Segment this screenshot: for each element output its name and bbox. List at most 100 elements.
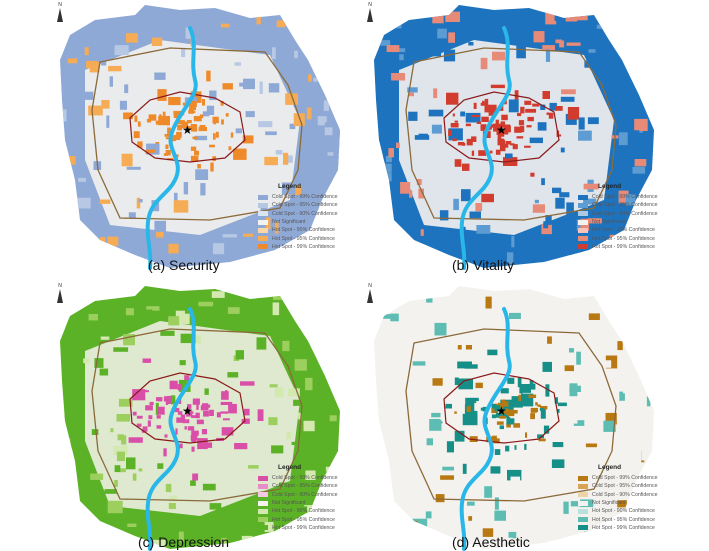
patch <box>644 135 651 147</box>
patch <box>560 96 575 102</box>
patch <box>542 45 555 50</box>
river <box>459 26 512 270</box>
patch <box>86 60 98 69</box>
patch <box>605 355 618 369</box>
legend-title: Legend <box>278 464 302 471</box>
patch <box>386 45 400 52</box>
cluster-patch <box>471 115 480 118</box>
cluster-patch <box>520 106 525 114</box>
patch <box>440 475 454 480</box>
cluster-patch <box>162 111 166 117</box>
cluster-patch <box>478 150 487 156</box>
patch <box>61 512 70 518</box>
legend-label: Cold Spot - 99% Confidence <box>272 475 338 482</box>
patch <box>505 153 513 159</box>
legend-item: Hot Spot - 95% Confidence <box>258 515 354 523</box>
legend-label: Cold Spot - 90% Confidence <box>592 491 658 498</box>
cluster-patch <box>512 144 518 150</box>
patch <box>336 387 340 398</box>
patch <box>206 70 211 82</box>
patch <box>116 451 125 462</box>
patch <box>288 388 300 397</box>
patch <box>573 420 585 426</box>
patch <box>91 429 99 435</box>
legend-swatch <box>578 492 588 498</box>
patch <box>222 234 237 238</box>
cluster-patch <box>145 149 151 154</box>
patch <box>468 516 473 521</box>
river <box>145 307 198 551</box>
patch <box>185 27 192 39</box>
legend-item: Cold Spot - 90% Confidence <box>258 491 354 499</box>
legend-item: Cold Spot - 95% Confidence <box>258 201 354 209</box>
cluster-patch <box>509 143 515 146</box>
patch <box>77 94 84 104</box>
cluster-patch <box>465 123 471 127</box>
patch <box>530 172 535 177</box>
cluster-patch <box>190 435 198 441</box>
patch <box>578 130 592 141</box>
patch <box>585 23 594 31</box>
cluster-patch <box>525 432 528 438</box>
cluster-patch <box>457 142 465 146</box>
legend-swatch <box>258 517 268 523</box>
cluster-patch <box>191 446 195 452</box>
patch <box>85 243 99 250</box>
patch <box>320 303 328 312</box>
patch <box>534 323 542 336</box>
legend-swatch <box>578 236 588 242</box>
patch <box>606 61 618 71</box>
patch <box>151 37 163 46</box>
patch <box>305 377 313 391</box>
patch <box>132 260 148 266</box>
cluster-patch <box>176 131 182 138</box>
cluster-patch <box>190 100 197 108</box>
cluster-patch <box>186 410 193 417</box>
patch <box>494 449 501 455</box>
patch <box>123 334 135 346</box>
cluster-patch <box>488 110 497 116</box>
patch <box>100 336 110 340</box>
patch <box>211 291 225 298</box>
cluster-patch <box>190 155 199 162</box>
legend-label: Not Significant <box>272 500 306 507</box>
patch <box>511 236 515 248</box>
patch <box>197 438 208 450</box>
patch <box>242 135 254 144</box>
cluster-patch <box>480 124 487 131</box>
patch <box>376 489 388 501</box>
patch <box>138 468 143 472</box>
cluster-patch <box>187 426 195 431</box>
patch <box>110 428 114 433</box>
cluster-patch <box>501 130 509 135</box>
patch <box>298 412 302 420</box>
patch <box>587 117 599 125</box>
patch <box>192 473 199 481</box>
cluster-patch <box>496 421 504 425</box>
patch <box>291 263 296 268</box>
patch <box>623 387 632 394</box>
patch <box>91 215 97 229</box>
legend-item: Not Significant <box>258 499 354 507</box>
cluster-patch <box>164 134 172 137</box>
patch <box>99 199 111 204</box>
legend-swatch <box>258 227 268 233</box>
legend: Legend Cold Spot - 99% Confidence Cold Sp… <box>258 464 354 532</box>
patch <box>583 183 599 190</box>
patch <box>541 224 552 235</box>
patch <box>79 525 93 538</box>
patch <box>601 360 612 368</box>
patch <box>484 486 493 498</box>
legend-label: Cold Spot - 90% Confidence <box>592 210 658 217</box>
patch <box>493 123 503 132</box>
patch <box>567 107 580 120</box>
patch <box>275 255 280 264</box>
center-star-icon: ★ <box>182 123 193 137</box>
patch <box>578 117 585 130</box>
patch <box>604 493 615 506</box>
legend-swatch <box>258 244 268 250</box>
patch <box>416 179 422 185</box>
patch <box>303 420 315 432</box>
ring-road <box>91 328 303 502</box>
patch <box>554 106 563 111</box>
